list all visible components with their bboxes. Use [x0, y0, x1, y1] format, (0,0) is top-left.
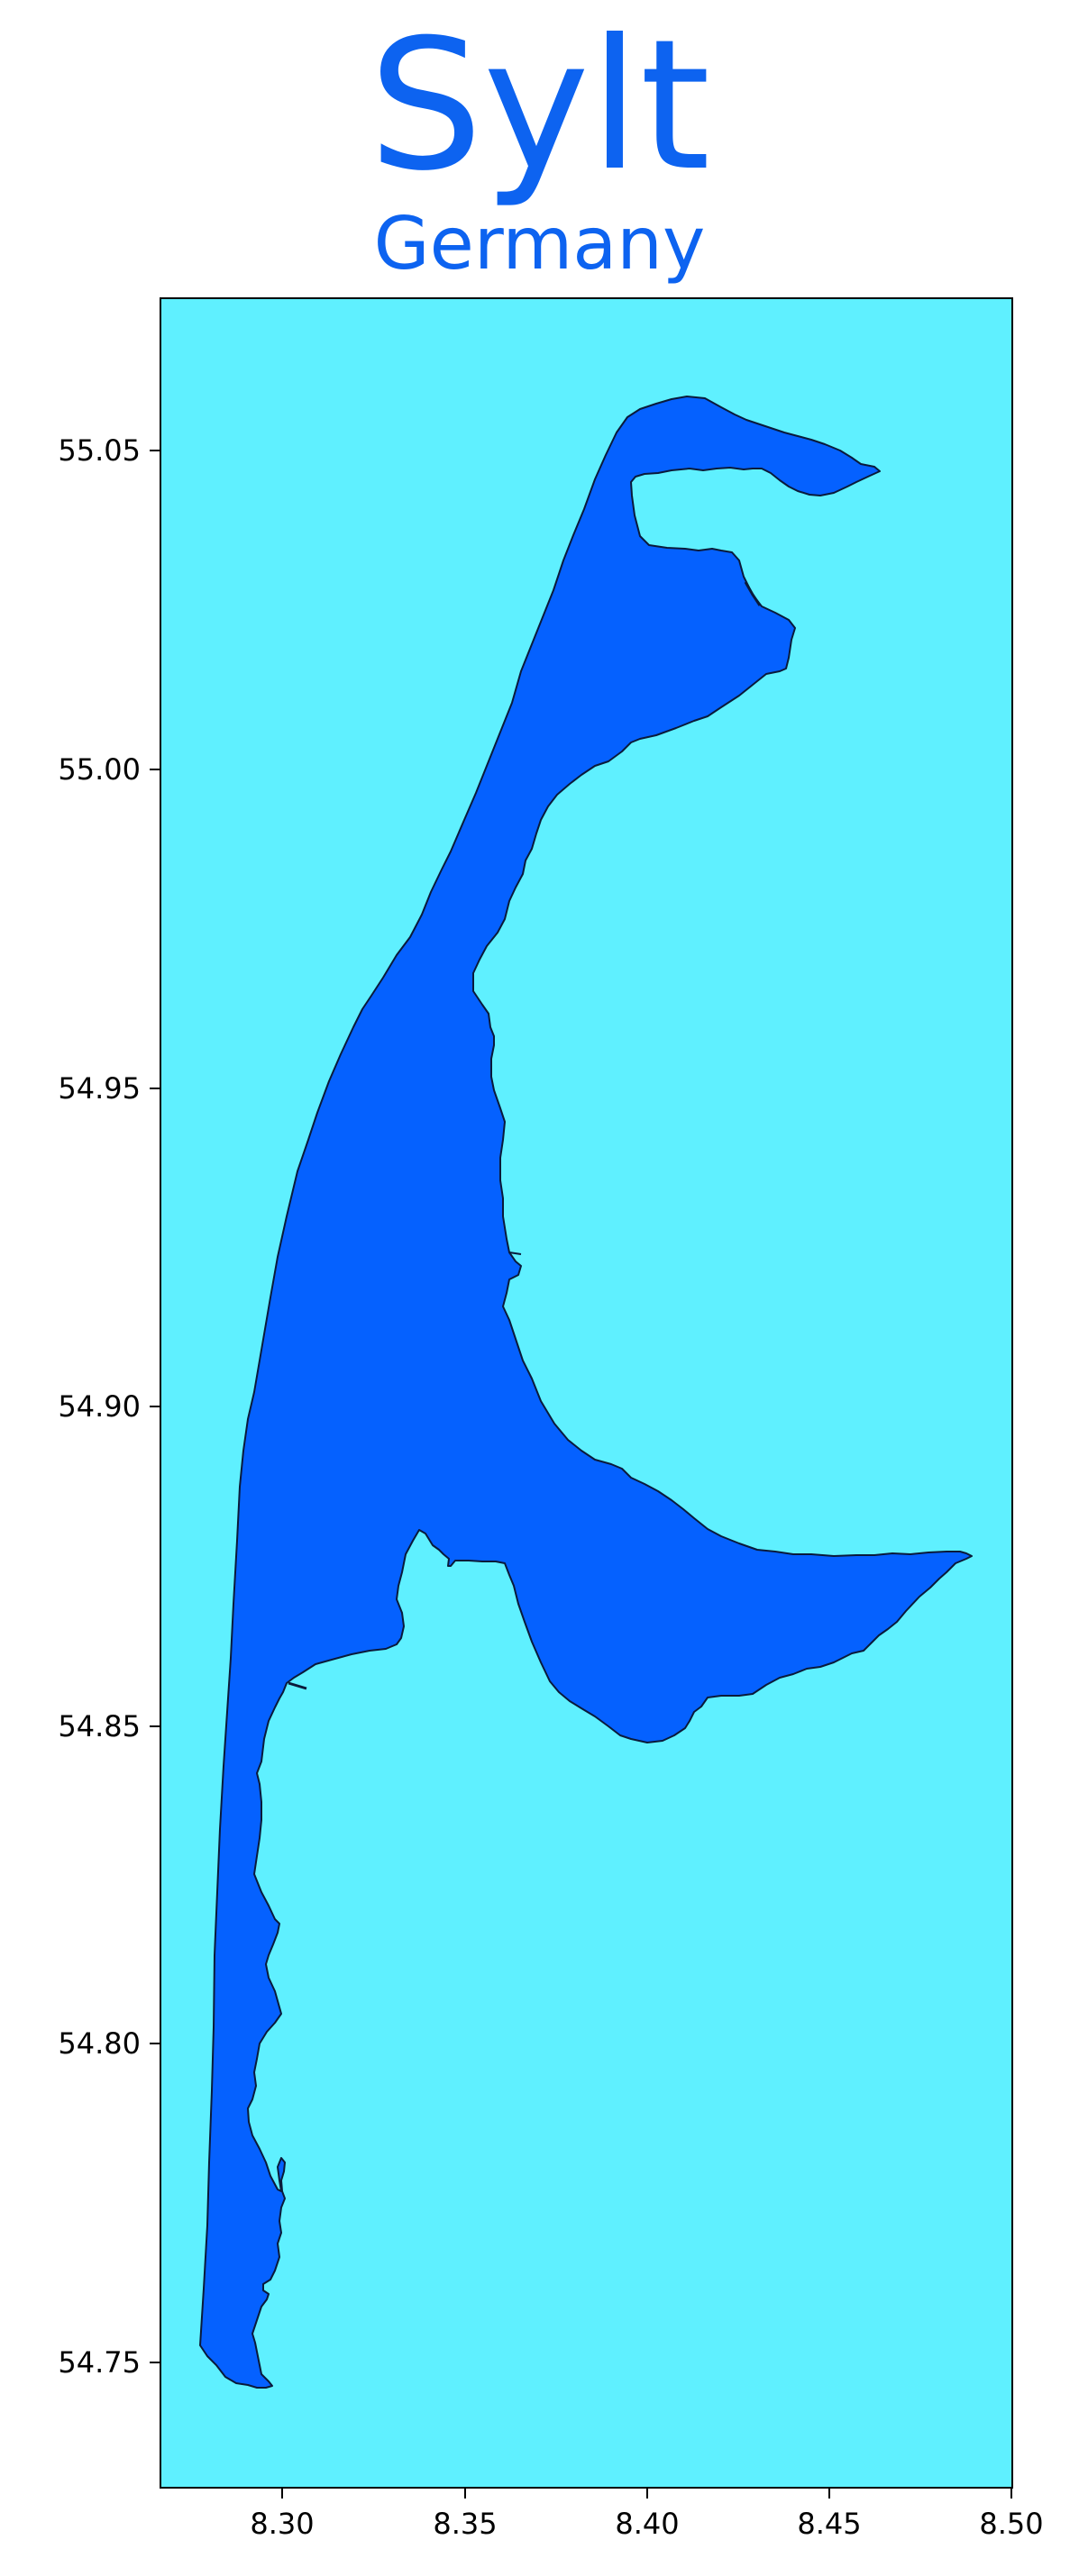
map-title: Sylt: [368, 1, 711, 211]
x-tick-label: 8.30: [250, 2507, 314, 2541]
coast-detail: [508, 1252, 522, 1255]
y-tick-label: 54.95: [58, 1071, 141, 1106]
y-tick-label: 54.80: [58, 2026, 141, 2061]
y-tick-label: 54.75: [58, 2345, 141, 2380]
y-tick-label: 54.85: [58, 1709, 141, 1743]
y-axis: 55.05 55.00 54.95 54.90 54.85 54.80 54.7…: [58, 433, 160, 2380]
x-tick-label: 8.40: [615, 2507, 679, 2541]
coast-detail: [288, 1681, 307, 1690]
x-tick-label: 8.35: [433, 2507, 497, 2541]
island-landmass: [199, 396, 973, 2389]
y-tick-label: 55.00: [58, 752, 141, 787]
x-tick-label: 8.45: [797, 2507, 861, 2541]
coast-detail: [744, 581, 762, 606]
y-tick-label: 54.90: [58, 1389, 141, 1424]
y-tick-label: 55.05: [58, 433, 141, 468]
x-axis: 8.30 8.35 8.40 8.45 8.50: [250, 2488, 1044, 2541]
map-subtitle: Germany: [373, 202, 706, 286]
x-tick-label: 8.50: [979, 2507, 1043, 2541]
